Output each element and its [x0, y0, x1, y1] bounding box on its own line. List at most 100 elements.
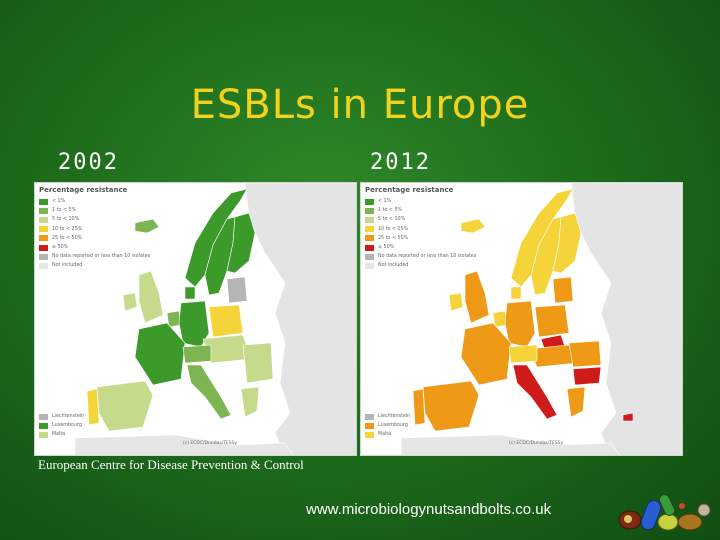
legend-row: 1 to < 5% [39, 206, 179, 215]
legend-label: ≥ 50% [52, 245, 69, 251]
map-baltics [552, 276, 574, 304]
map-denmark [510, 286, 522, 300]
legend-swatch [39, 253, 48, 260]
map-france [460, 322, 512, 386]
legend-row: < 1% [365, 197, 505, 206]
map-norway [510, 188, 574, 288]
legend-row: 1 to < 5% [365, 206, 505, 215]
legend-label: ≥ 50% [378, 245, 395, 251]
legend-label: < 1% [378, 199, 392, 205]
legend-row: 10 to < 25% [365, 225, 505, 234]
legend-label: 5 to < 10% [378, 217, 406, 223]
europe-map-2002 [74, 183, 356, 455]
small-state-label: Liechtenstein [52, 414, 85, 420]
legend-row: Not included [39, 261, 179, 270]
legend-swatch [39, 413, 48, 420]
map-ireland [122, 292, 138, 312]
microbe-shape [657, 513, 679, 531]
map-iceland [134, 218, 160, 234]
legend-swatch [365, 207, 374, 214]
small-state-label: Luxembourg [378, 423, 408, 429]
legend-label: 25 to < 50% [52, 235, 83, 241]
map-copyright: (c) ECDC/Dundas/TESSy [509, 441, 564, 446]
map-norway [184, 188, 248, 288]
legend-label: No data reported or less than 10 isolate… [52, 254, 151, 260]
legend-2002: Percentage resistance < 1% 1 to < 5% 5 t… [39, 186, 179, 271]
small-state-label: Malta [378, 432, 392, 438]
legend-label: 1 to < 5% [378, 208, 403, 214]
map-poland [208, 304, 244, 338]
map-romania-bulgaria [242, 342, 274, 384]
small-states-legend-2002: Liechtenstein Luxembourg Malta [39, 412, 84, 440]
map-finland [226, 212, 256, 274]
legend-swatch [365, 198, 374, 205]
map-benelux [166, 310, 182, 328]
map-region-east [570, 183, 682, 455]
legend-row: 5 to < 10% [365, 215, 505, 224]
legend-row: Liechtenstein [39, 412, 84, 421]
map-france [134, 322, 186, 386]
map-finland [552, 212, 582, 274]
map-alpine [182, 344, 212, 364]
legend-row: 5 to < 10% [39, 215, 179, 224]
map-ireland [448, 292, 464, 312]
microbes-logo [618, 494, 711, 531]
legend-label: 10 to < 25% [378, 226, 409, 232]
legend-row: ≥ 50% [39, 243, 179, 252]
small-state-label: Malta [52, 432, 66, 438]
legend-swatch [39, 226, 48, 233]
legend-row: Luxembourg [365, 421, 410, 430]
map-spain [422, 380, 480, 432]
legend-swatch [365, 262, 374, 269]
map-uk [464, 270, 490, 324]
map-italy [186, 364, 232, 420]
small-states-legend-2012: Liechtenstein Luxembourg Malta [365, 412, 410, 440]
legend-swatch [39, 235, 48, 242]
legend-2012: Percentage resistance < 1% 1 to < 5% 5 t… [365, 186, 505, 271]
legend-row: No data reported or less than 10 isolate… [39, 252, 179, 261]
map-iceland [460, 218, 486, 234]
small-state-label: Luxembourg [52, 423, 82, 429]
map-germany [504, 300, 536, 348]
map-poland [534, 304, 570, 338]
legend-title: Percentage resistance [39, 186, 128, 194]
map-cyprus [622, 412, 634, 422]
legend-row: Liechtenstein [365, 412, 410, 421]
legend-label: Not included [52, 263, 83, 269]
legend-label: No data reported or less than 10 isolate… [378, 254, 477, 260]
map-denmark [184, 286, 196, 300]
map-bulgaria [572, 366, 602, 386]
map-region-east [244, 183, 356, 455]
legend-swatch [39, 262, 48, 269]
legend-row: 25 to < 50% [39, 234, 179, 243]
legend-label: 25 to < 50% [378, 235, 409, 241]
legend-title: Percentage resistance [365, 186, 454, 194]
slide-title: ESBLs in Europe [190, 82, 530, 128]
microbe-shape [640, 499, 662, 531]
map-spain [96, 380, 154, 432]
map-romania [568, 340, 602, 368]
website-url: www.microbiologynutsandbolts.co.uk [306, 501, 552, 518]
map-region-north-africa [74, 434, 294, 455]
year-label-2002: 2002 [58, 150, 119, 175]
legend-label: 10 to < 25% [52, 226, 83, 232]
legend-swatch [365, 422, 374, 429]
map-benelux [492, 310, 508, 328]
legend-swatch [39, 244, 48, 251]
map-region-north-africa [400, 434, 620, 455]
legend-swatch [39, 207, 48, 214]
legend-label: Not included [378, 263, 409, 269]
microbe-shape [658, 494, 676, 516]
map-baltics [226, 276, 248, 304]
map-italy [512, 364, 558, 420]
map-greece [240, 386, 260, 418]
legend-row: < 1% [39, 197, 179, 206]
legend-swatch [39, 198, 48, 205]
legend-swatch [365, 216, 374, 223]
legend-row: No data reported or less than 10 isolate… [365, 252, 505, 261]
map-copyright: (c) ECDC/Dundas/TESSy [183, 441, 238, 446]
legend-row: Not included [365, 261, 505, 270]
legend-swatch [365, 244, 374, 251]
map-portugal [86, 388, 100, 426]
microbe-shape [697, 503, 711, 517]
